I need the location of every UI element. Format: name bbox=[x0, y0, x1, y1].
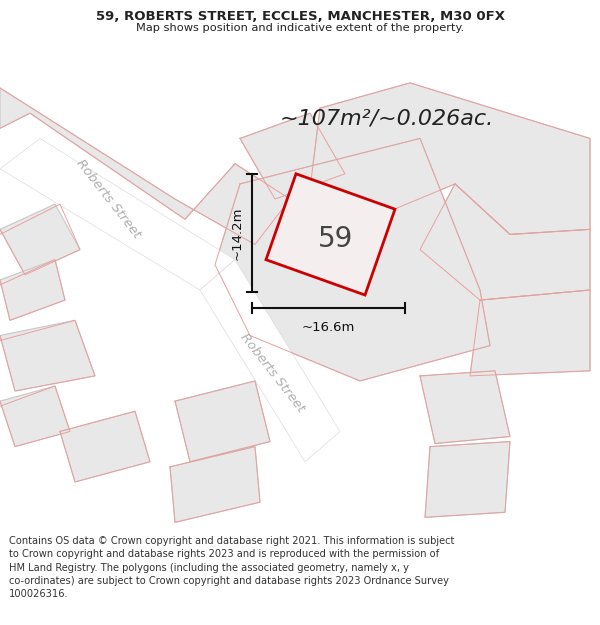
Text: ~14.2m: ~14.2m bbox=[231, 206, 244, 259]
Polygon shape bbox=[0, 88, 290, 244]
Polygon shape bbox=[266, 174, 395, 295]
Polygon shape bbox=[0, 204, 80, 275]
Text: ~107m²/~0.026ac.: ~107m²/~0.026ac. bbox=[280, 108, 494, 128]
Polygon shape bbox=[215, 138, 490, 381]
Text: 59, ROBERTS STREET, ECCLES, MANCHESTER, M30 0FX: 59, ROBERTS STREET, ECCLES, MANCHESTER, … bbox=[95, 11, 505, 24]
Polygon shape bbox=[420, 184, 590, 300]
Polygon shape bbox=[0, 138, 235, 290]
Text: Roberts Street: Roberts Street bbox=[237, 331, 307, 415]
Text: Contains OS data © Crown copyright and database right 2021. This information is : Contains OS data © Crown copyright and d… bbox=[9, 536, 454, 599]
Polygon shape bbox=[425, 441, 510, 518]
Polygon shape bbox=[240, 113, 345, 199]
Polygon shape bbox=[470, 290, 590, 376]
Polygon shape bbox=[0, 320, 95, 391]
Text: 59: 59 bbox=[318, 226, 353, 254]
Polygon shape bbox=[0, 386, 70, 447]
Polygon shape bbox=[0, 260, 65, 320]
Polygon shape bbox=[310, 83, 590, 234]
Polygon shape bbox=[60, 411, 150, 482]
Text: ~16.6m: ~16.6m bbox=[302, 321, 355, 334]
Polygon shape bbox=[175, 381, 270, 462]
Polygon shape bbox=[420, 371, 510, 444]
Text: Roberts Street: Roberts Street bbox=[73, 157, 143, 241]
Text: Map shows position and indicative extent of the property.: Map shows position and indicative extent… bbox=[136, 23, 464, 33]
Polygon shape bbox=[200, 260, 340, 462]
Polygon shape bbox=[170, 447, 260, 522]
